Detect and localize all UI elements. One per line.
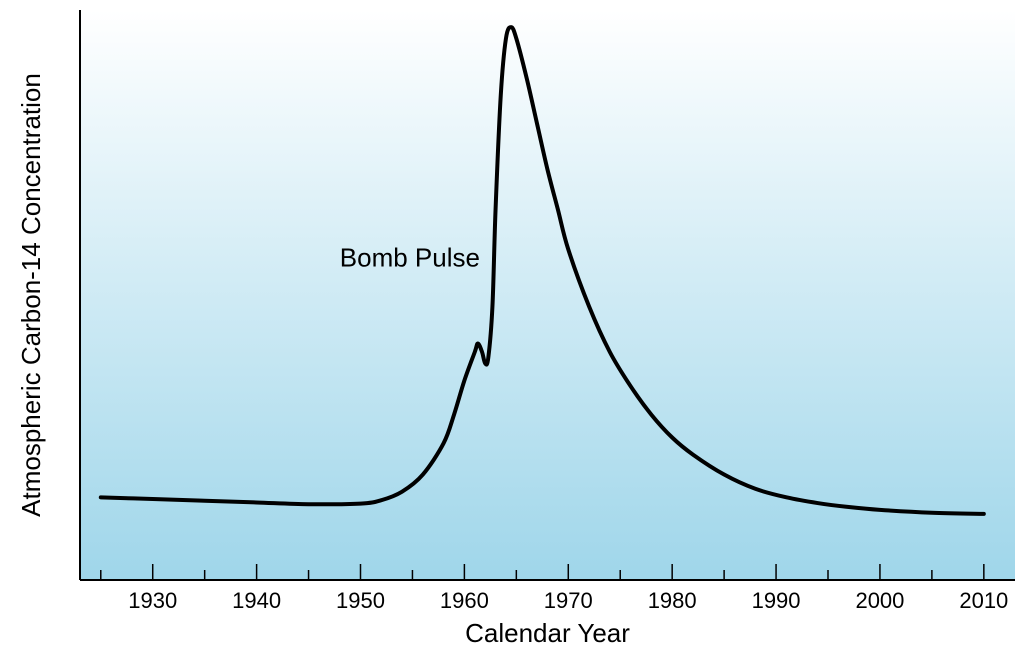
x-tick-label: 1930 xyxy=(128,588,177,613)
x-tick-label: 2000 xyxy=(855,588,904,613)
x-tick-label: 1940 xyxy=(232,588,281,613)
x-axis-label: Calendar Year xyxy=(465,618,630,648)
bomb-pulse-chart: 1930 1940 1950 1960 1970 1980 1990 2000 2010 Bomb… xyxy=(0,0,1030,663)
x-tick-label: 1950 xyxy=(336,588,385,613)
x-tick-label: 1960 xyxy=(440,588,489,613)
y-axis-label: Atmospheric Carbon-14 Concentration xyxy=(16,73,46,517)
x-tick-label: 1970 xyxy=(544,588,593,613)
x-tick-label: 1990 xyxy=(752,588,801,613)
plot-background xyxy=(80,10,1015,580)
x-tick-label: 1980 xyxy=(648,588,697,613)
chart-svg: 1930 1940 1950 1960 1970 1980 1990 2000 2010 Bomb… xyxy=(0,0,1030,663)
x-tick-label: 2010 xyxy=(959,588,1008,613)
annotation-bomb-pulse: Bomb Pulse xyxy=(340,243,480,273)
